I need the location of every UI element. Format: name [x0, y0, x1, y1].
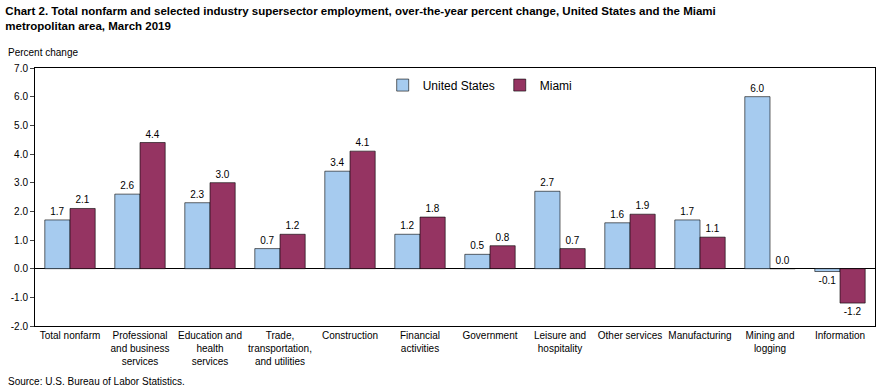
svg-text:3.0: 3.0	[215, 169, 229, 180]
svg-text:3.0: 3.0	[14, 177, 28, 188]
svg-text:6.0: 6.0	[750, 83, 764, 94]
svg-text:Information: Information	[815, 330, 865, 341]
svg-text:1.1: 1.1	[705, 223, 719, 234]
svg-text:Manufacturing: Manufacturing	[668, 330, 731, 341]
svg-text:4.0: 4.0	[14, 149, 28, 160]
svg-text:5.0: 5.0	[14, 120, 28, 131]
svg-text:Source: U.S. Bureau of Labor S: Source: U.S. Bureau of Labor Statistics.	[8, 376, 185, 387]
svg-text:1.8: 1.8	[425, 203, 439, 214]
svg-text:1.7: 1.7	[50, 206, 64, 217]
svg-text:4.1: 4.1	[355, 137, 369, 148]
svg-text:Construction: Construction	[322, 330, 378, 341]
svg-text:4.4: 4.4	[145, 129, 159, 140]
svg-text:Percent change: Percent change	[8, 47, 78, 58]
svg-text:1.0: 1.0	[14, 235, 28, 246]
svg-text:-2.0: -2.0	[11, 321, 29, 332]
svg-text:Miami: Miami	[540, 79, 572, 93]
svg-text:2.7: 2.7	[540, 177, 554, 188]
svg-text:1.2: 1.2	[285, 220, 299, 231]
svg-text:-1.0: -1.0	[11, 292, 29, 303]
svg-text:United States: United States	[423, 79, 495, 93]
svg-text:Financialactivities: Financialactivities	[400, 330, 440, 354]
svg-text:Chart 2. Total nonfarm and sel: Chart 2. Total nonfarm and selected indu…	[5, 5, 715, 32]
svg-text:Mining andlogging: Mining andlogging	[746, 330, 795, 354]
svg-text:0.0: 0.0	[14, 263, 28, 274]
svg-text:Education andhealthservices: Education andhealthservices	[178, 330, 242, 367]
svg-text:6.0: 6.0	[14, 91, 28, 102]
svg-text:-0.1: -0.1	[819, 275, 837, 286]
svg-text:1.2: 1.2	[400, 220, 414, 231]
svg-text:Trade,transportation,and utili: Trade,transportation,and utilities	[248, 330, 312, 367]
svg-text:2.3: 2.3	[190, 189, 204, 200]
svg-text:0.5: 0.5	[470, 240, 484, 251]
svg-text:-1.2: -1.2	[844, 306, 862, 317]
svg-text:Other services: Other services	[598, 330, 662, 341]
svg-text:2.6: 2.6	[120, 180, 134, 191]
svg-text:1.9: 1.9	[635, 200, 649, 211]
svg-text:1.7: 1.7	[680, 206, 694, 217]
svg-text:0.8: 0.8	[495, 232, 509, 243]
svg-text:2.0: 2.0	[14, 206, 28, 217]
svg-text:0.0: 0.0	[775, 255, 789, 266]
svg-text:Total nonfarm: Total nonfarm	[40, 330, 101, 341]
svg-text:7.0: 7.0	[14, 63, 28, 74]
svg-text:0.7: 0.7	[565, 235, 579, 246]
svg-text:Government: Government	[462, 330, 517, 341]
svg-text:2.1: 2.1	[75, 194, 89, 205]
svg-text:Leisure andhospitality: Leisure andhospitality	[534, 330, 586, 354]
svg-text:Professionaland businessservic: Professionaland businessservices	[111, 330, 170, 367]
svg-text:1.6: 1.6	[610, 209, 624, 220]
svg-text:0.7: 0.7	[260, 235, 274, 246]
svg-text:3.4: 3.4	[330, 157, 344, 168]
